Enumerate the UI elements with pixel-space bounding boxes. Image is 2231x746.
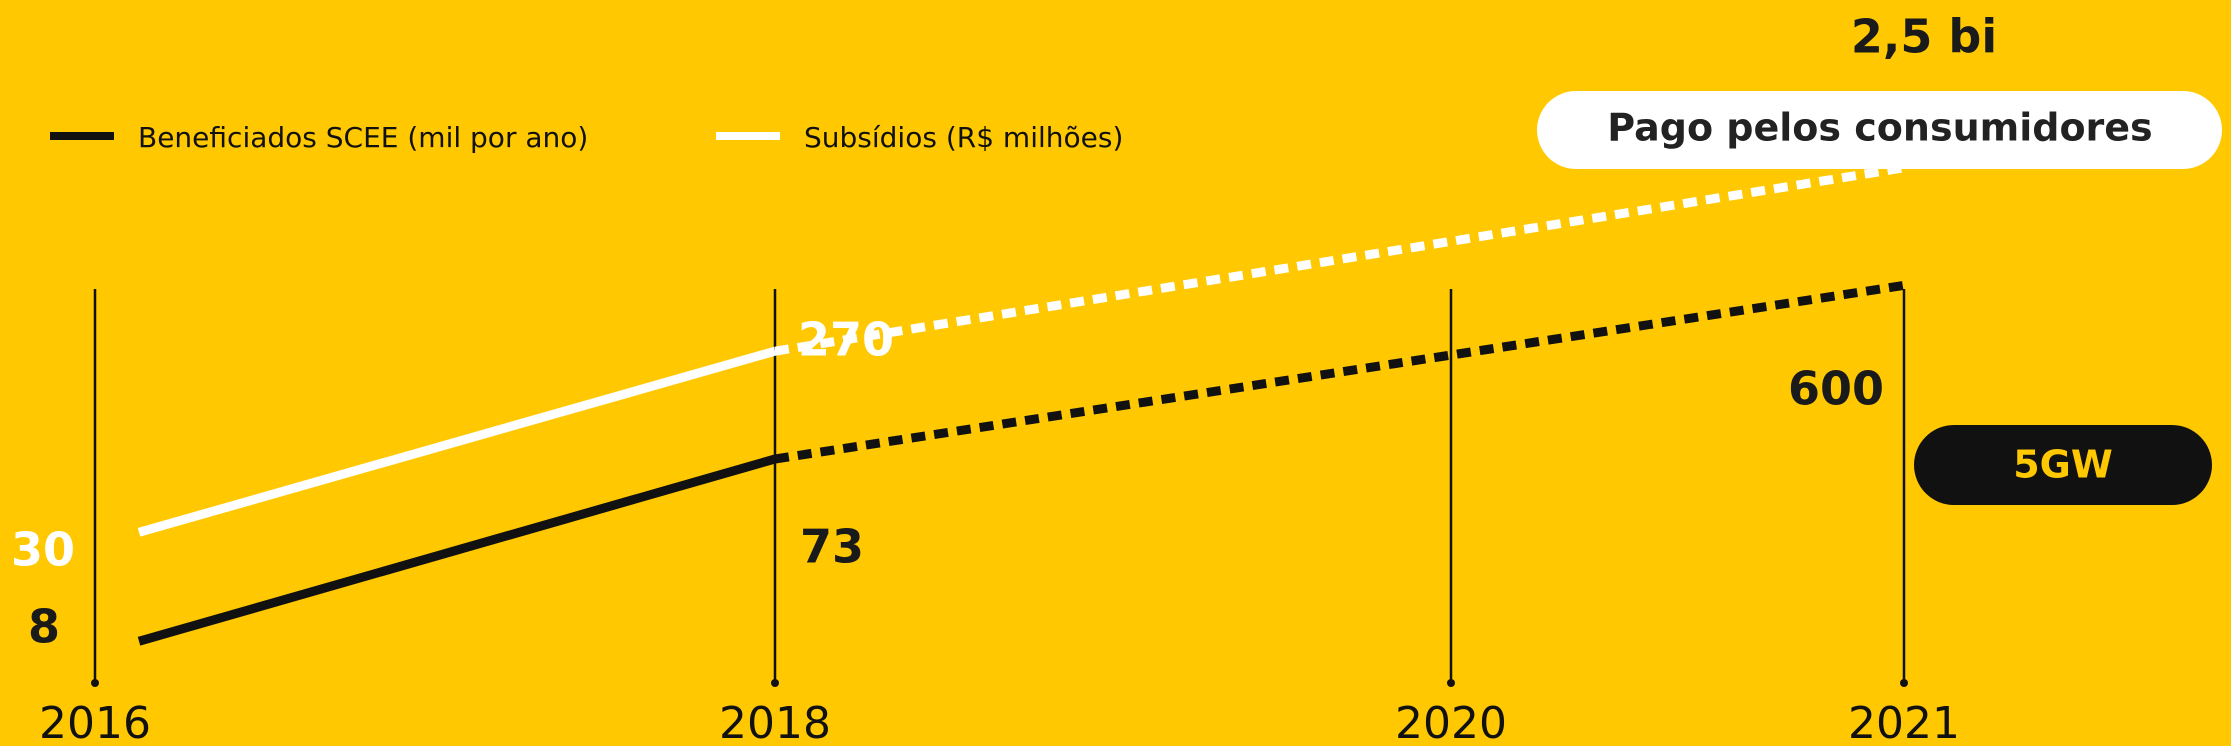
year-dot (91, 679, 99, 687)
year-dot (771, 679, 779, 687)
value-label: 73 (800, 520, 864, 574)
legend-label: Beneficiados SCEE (mil por ano) (138, 121, 588, 154)
series-line (137, 346, 777, 537)
year-dot (1900, 679, 1908, 687)
value-label: 8 (28, 600, 60, 654)
value-label: 600 (1788, 362, 1884, 416)
legend-label: Subsídios (R$ milhões) (804, 121, 1123, 154)
x-tick-label: 2018 (719, 698, 831, 746)
x-tick-label: 2016 (39, 698, 151, 746)
series-line (137, 454, 777, 646)
annotation-pill (1914, 425, 2212, 505)
x-tick-label: 2020 (1395, 698, 1507, 746)
annotation: Pago pelos consumidores (1607, 106, 2152, 150)
value-label: 270 (798, 313, 894, 367)
series-line (774, 280, 1905, 464)
value-label: 2,5 bi (1851, 10, 1997, 64)
value-label: 30 (11, 523, 75, 577)
x-tick-label: 2021 (1848, 698, 1960, 746)
series-line (774, 163, 1905, 356)
annotation: 5GW (2013, 443, 2113, 487)
year-dot (1447, 679, 1455, 687)
annotation-pill (1537, 91, 2222, 169)
